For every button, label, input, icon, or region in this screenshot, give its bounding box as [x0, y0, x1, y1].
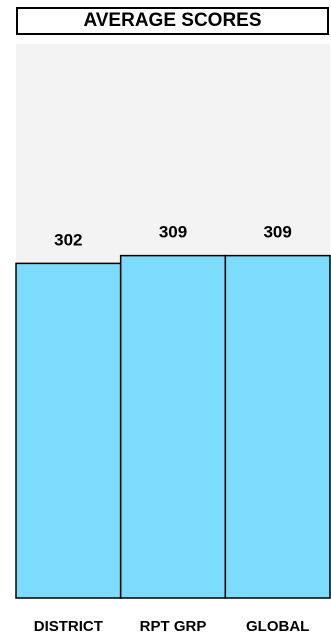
category-label-global: GLOBAL [246, 618, 309, 635]
bar-global [224, 254, 331, 599]
bar-group [15, 254, 331, 599]
value-label-rpt-grp: 309 [159, 223, 187, 242]
bar-district [15, 262, 122, 599]
bar-rpt-grp [119, 254, 227, 599]
category-label-rpt-grp: RPT GRP [140, 618, 207, 635]
chart-title: AVERAGE SCORES [16, 7, 329, 35]
value-label-district: 302 [54, 230, 82, 249]
category-label-district: DISTRICT [34, 618, 103, 635]
value-label-group: 302 309 309 [54, 223, 292, 250]
value-label-global: 309 [263, 223, 291, 242]
category-label-group: DISTRICT RPT GRP GLOBAL [34, 618, 310, 635]
